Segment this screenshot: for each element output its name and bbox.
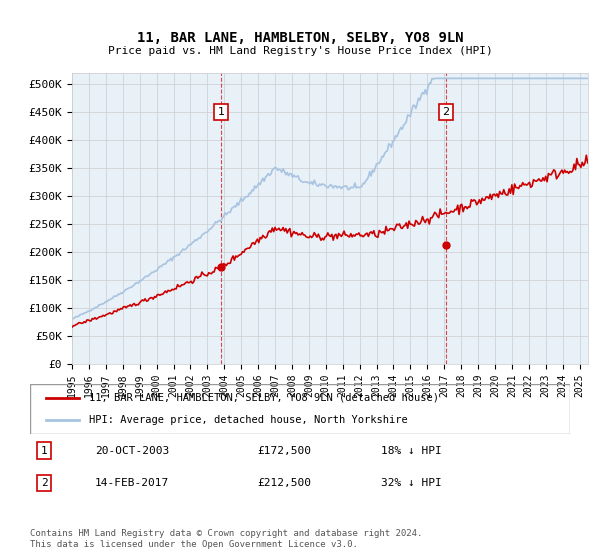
Text: 2: 2	[442, 107, 449, 117]
Text: Price paid vs. HM Land Registry's House Price Index (HPI): Price paid vs. HM Land Registry's House …	[107, 46, 493, 56]
Text: Contains HM Land Registry data © Crown copyright and database right 2024.
This d: Contains HM Land Registry data © Crown c…	[30, 529, 422, 549]
Text: 2: 2	[41, 478, 47, 488]
Text: 11, BAR LANE, HAMBLETON, SELBY, YO8 9LN (detached house): 11, BAR LANE, HAMBLETON, SELBY, YO8 9LN …	[89, 393, 439, 403]
Text: 20-OCT-2003: 20-OCT-2003	[95, 446, 169, 456]
Text: £212,500: £212,500	[257, 478, 311, 488]
Text: 18% ↓ HPI: 18% ↓ HPI	[381, 446, 442, 456]
Text: 1: 1	[41, 446, 47, 456]
Text: £172,500: £172,500	[257, 446, 311, 456]
Text: 1: 1	[217, 107, 224, 117]
Text: 32% ↓ HPI: 32% ↓ HPI	[381, 478, 442, 488]
Text: 14-FEB-2017: 14-FEB-2017	[95, 478, 169, 488]
Text: HPI: Average price, detached house, North Yorkshire: HPI: Average price, detached house, Nort…	[89, 415, 408, 425]
Text: 11, BAR LANE, HAMBLETON, SELBY, YO8 9LN: 11, BAR LANE, HAMBLETON, SELBY, YO8 9LN	[137, 31, 463, 45]
